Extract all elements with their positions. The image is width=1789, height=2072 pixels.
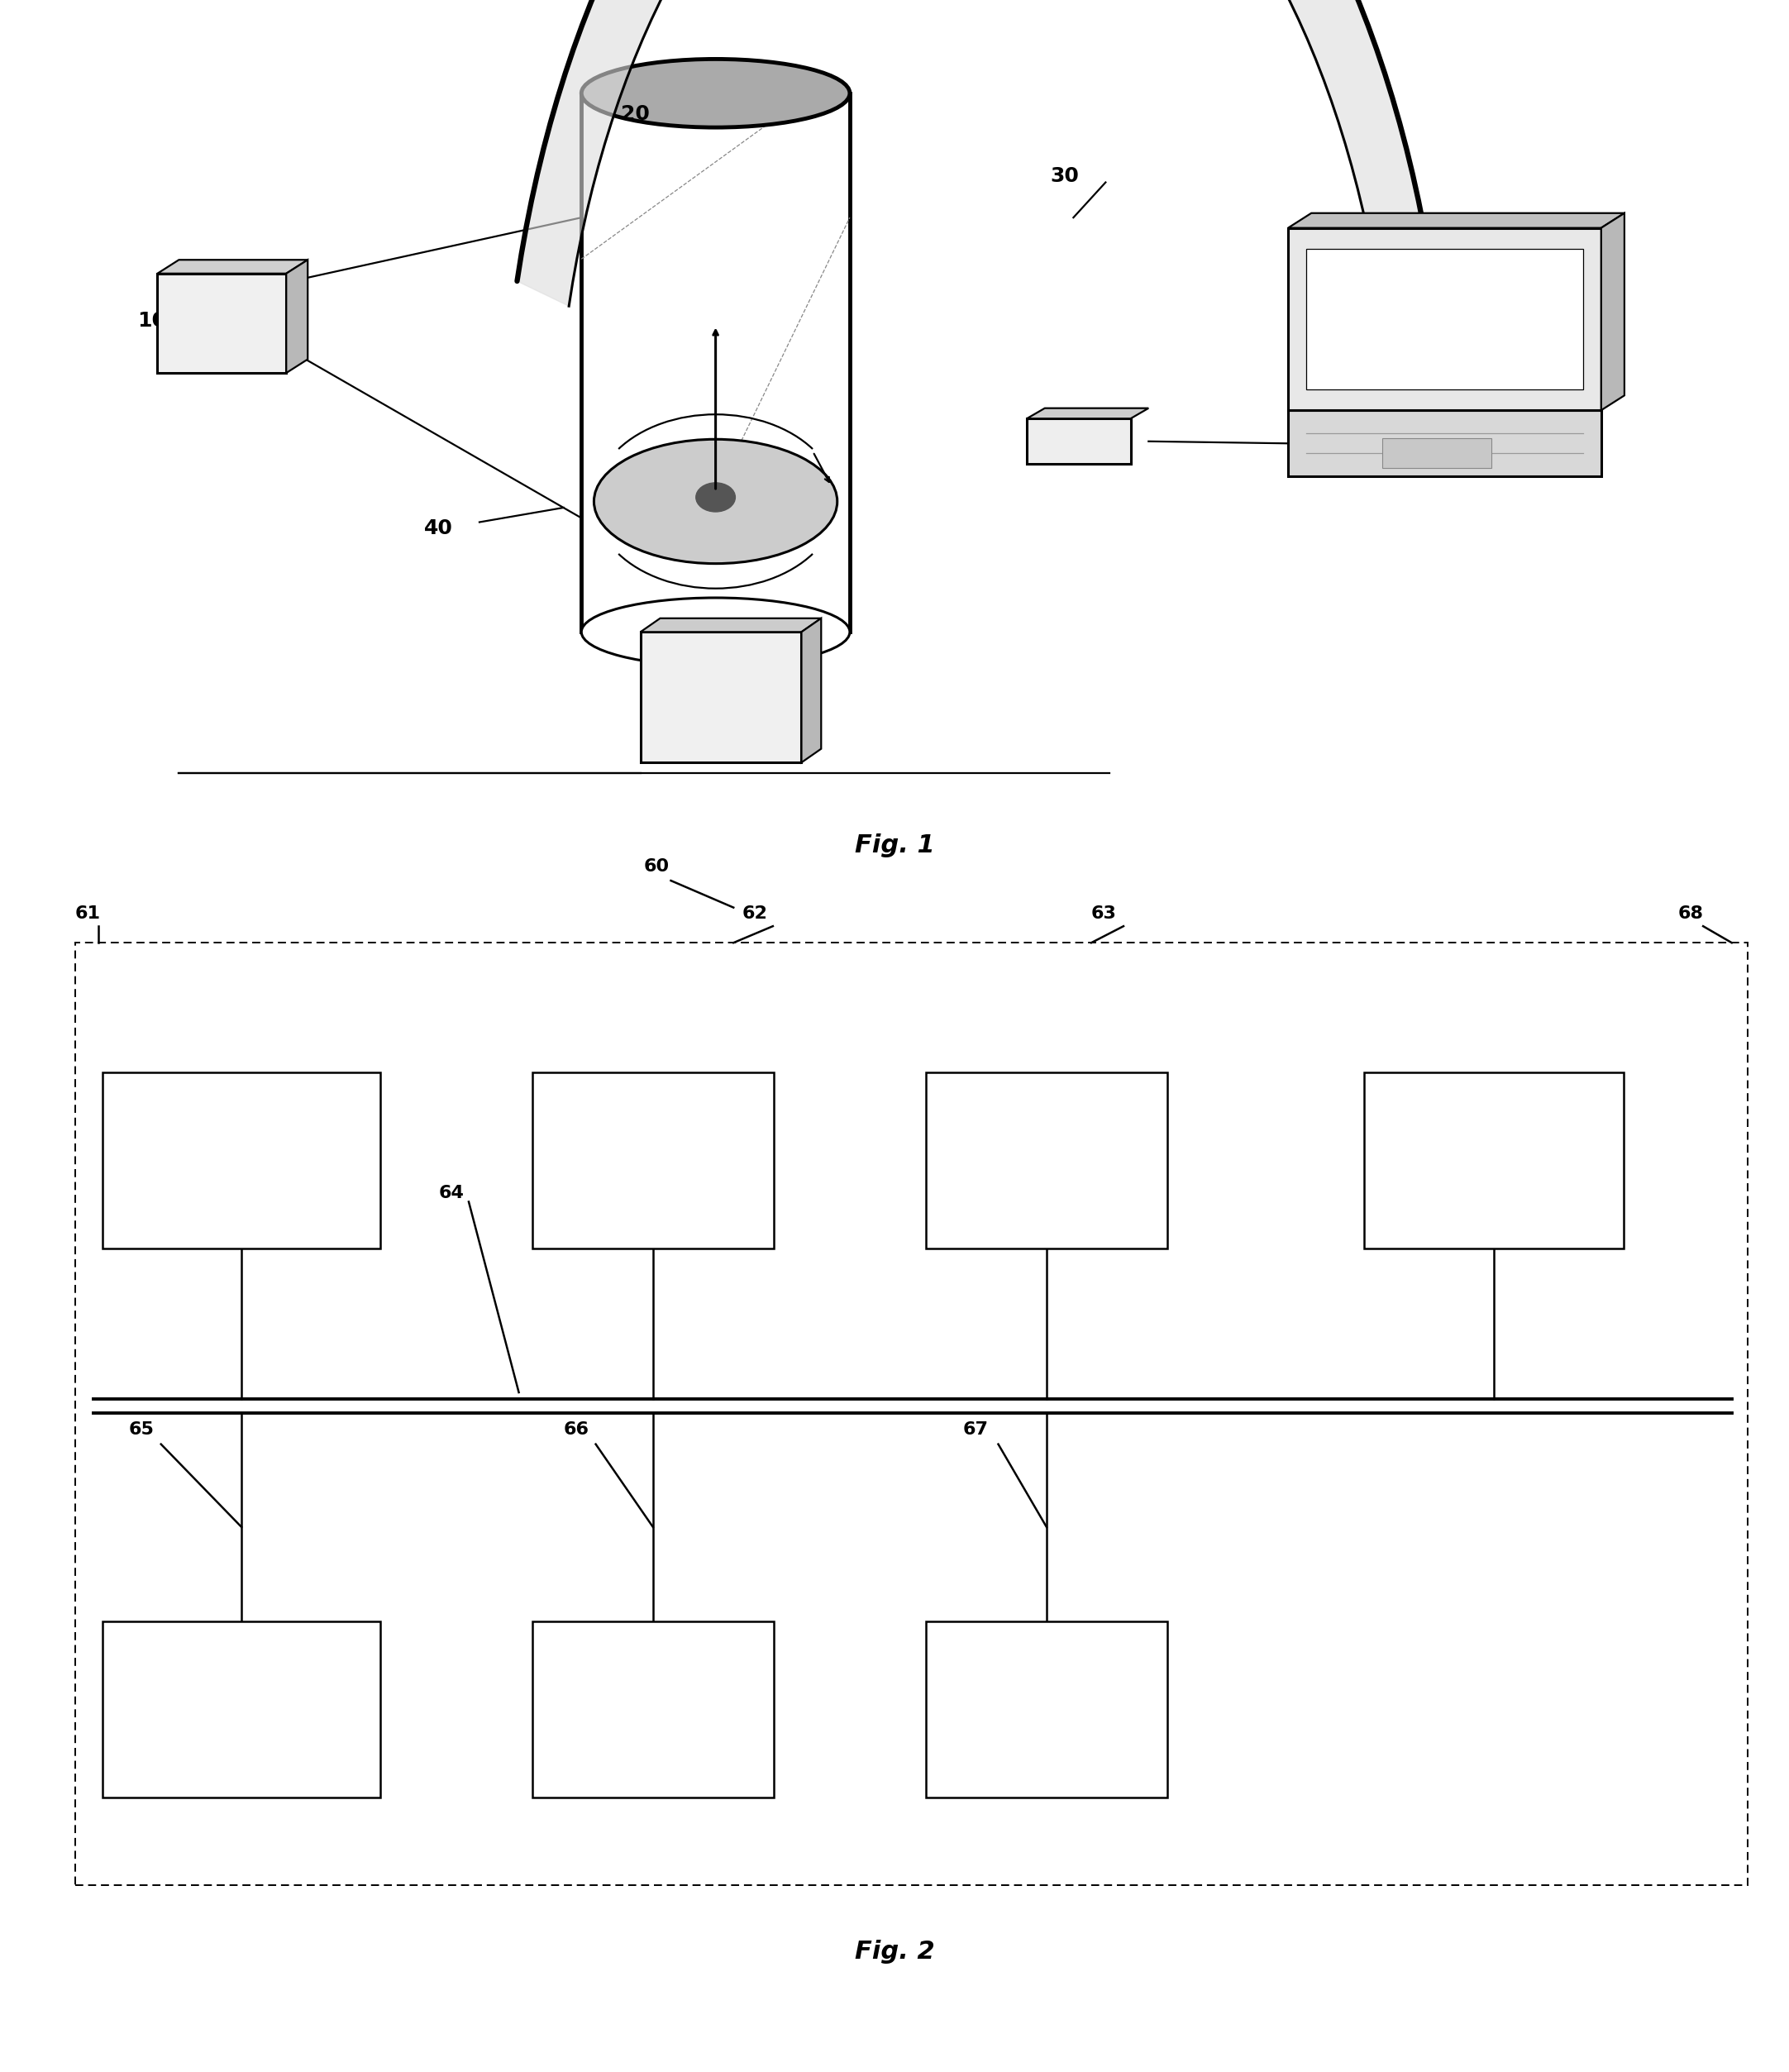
- Polygon shape: [1027, 408, 1149, 419]
- FancyBboxPatch shape: [1288, 228, 1601, 410]
- Text: Fig. 2: Fig. 2: [855, 1939, 934, 1964]
- Text: 61: 61: [75, 905, 100, 922]
- Polygon shape: [157, 259, 308, 274]
- FancyBboxPatch shape: [104, 1071, 379, 1247]
- FancyBboxPatch shape: [927, 1620, 1166, 1798]
- Text: 63: 63: [1091, 905, 1116, 922]
- Text: 20: 20: [621, 104, 649, 124]
- Text: 50: 50: [683, 704, 712, 725]
- Ellipse shape: [581, 58, 850, 128]
- Text: 64: 64: [438, 1185, 463, 1202]
- FancyBboxPatch shape: [1363, 1071, 1624, 1247]
- Text: INPUT DEVICE: INPUT DEVICE: [174, 1701, 309, 1718]
- Text: 60: 60: [1497, 311, 1526, 332]
- FancyBboxPatch shape: [640, 632, 801, 762]
- Polygon shape: [801, 617, 821, 762]
- Text: 60: 60: [644, 858, 669, 874]
- Polygon shape: [1288, 213, 1624, 228]
- Text: PROCESSOR: PROCESSOR: [594, 1701, 712, 1718]
- Text: 30: 30: [1050, 166, 1079, 186]
- FancyBboxPatch shape: [1306, 249, 1583, 390]
- FancyBboxPatch shape: [927, 1071, 1166, 1247]
- Polygon shape: [286, 259, 308, 373]
- FancyBboxPatch shape: [104, 1620, 379, 1798]
- Text: INTERFACE
UNIT: INTERFACE UNIT: [1442, 1142, 1546, 1179]
- FancyBboxPatch shape: [157, 274, 286, 373]
- FancyBboxPatch shape: [1381, 439, 1492, 468]
- FancyBboxPatch shape: [533, 1620, 773, 1798]
- Text: 68: 68: [1678, 905, 1703, 922]
- Ellipse shape: [696, 483, 735, 512]
- Text: DISPLAY: DISPLAY: [1005, 1701, 1088, 1718]
- FancyBboxPatch shape: [1288, 410, 1601, 477]
- Text: 62: 62: [742, 905, 767, 922]
- Ellipse shape: [594, 439, 837, 564]
- Ellipse shape: [581, 599, 850, 667]
- Text: MEMORY: MEMORY: [199, 1152, 284, 1169]
- FancyBboxPatch shape: [533, 1071, 773, 1247]
- FancyBboxPatch shape: [1027, 419, 1131, 464]
- Text: 66: 66: [564, 1421, 589, 1438]
- Text: 65: 65: [129, 1421, 154, 1438]
- Text: ROM: ROM: [630, 1152, 676, 1169]
- Text: 67: 67: [962, 1421, 988, 1438]
- Polygon shape: [1601, 213, 1624, 410]
- Text: Fig. 1: Fig. 1: [855, 833, 934, 858]
- Text: 40: 40: [424, 518, 453, 539]
- Polygon shape: [640, 617, 821, 632]
- Text: RAM: RAM: [1025, 1152, 1068, 1169]
- Polygon shape: [517, 0, 1433, 307]
- Text: 10: 10: [138, 311, 166, 332]
